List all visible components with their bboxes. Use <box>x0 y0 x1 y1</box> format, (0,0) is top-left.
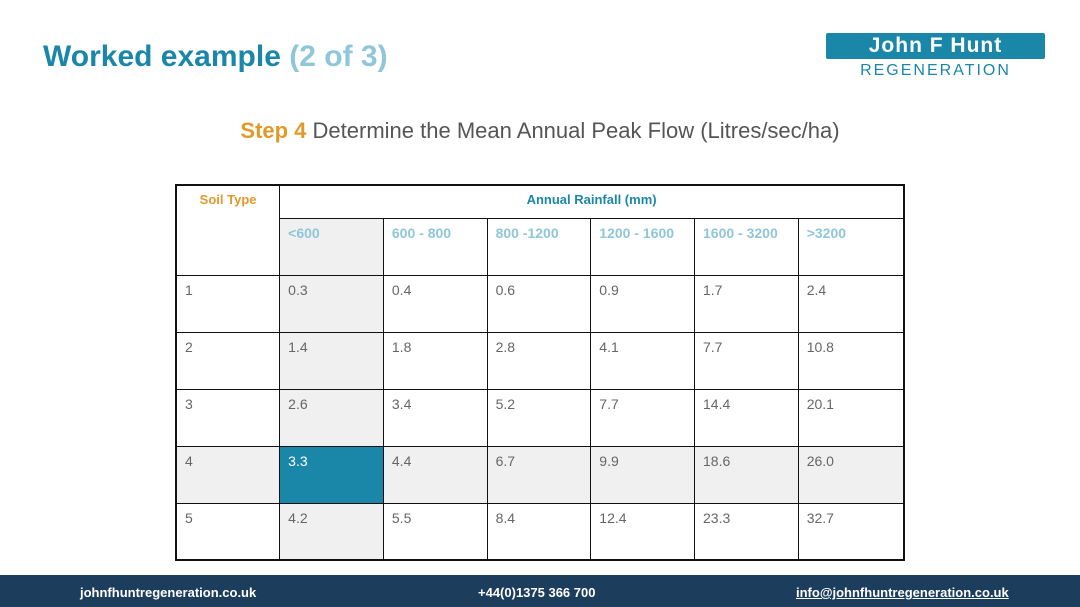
soil-type-cell: 3 <box>175 388 281 447</box>
value-cell: 20.1 <box>797 388 905 447</box>
value-cell: 9.9 <box>590 445 695 504</box>
rainfall-band: 1600 - 3200 <box>694 217 799 276</box>
rainfall-band: 800 -1200 <box>486 217 592 276</box>
value-cell: 4.1 <box>590 331 695 390</box>
value-cell: 2.6 <box>279 388 384 447</box>
table-row: 2 1.4 1.8 2.8 4.1 7.7 10.8 <box>175 331 905 390</box>
value-cell: 26.0 <box>797 445 905 504</box>
value-cell: 1.8 <box>382 331 488 390</box>
value-cell: 7.7 <box>694 331 799 390</box>
value-cell: 6.7 <box>486 445 592 504</box>
step-heading: Step 4 Determine the Mean Annual Peak Fl… <box>0 118 1080 144</box>
value-cell: 14.4 <box>694 388 799 447</box>
footer-website[interactable]: johnfhuntregeneration.co.uk <box>80 585 257 600</box>
table-row: 3 2.6 3.4 5.2 7.7 14.4 20.1 <box>175 388 905 447</box>
rainfall-band: 600 - 800 <box>382 217 488 276</box>
logo-tagline: REGENERATION <box>860 62 1011 79</box>
rainfall-band: 1200 - 1600 <box>590 217 695 276</box>
step-label: Step 4 <box>240 118 307 143</box>
value-cell: 18.6 <box>694 445 799 504</box>
slide-title-sub: (2 of 3) <box>289 40 388 73</box>
footer-bar: johnfhuntregeneration.co.uk +44(0)1375 3… <box>0 575 1080 607</box>
soil-type-cell: 1 <box>175 274 281 333</box>
value-cell: 10.8 <box>797 331 905 390</box>
value-cell: 4.2 <box>279 502 384 561</box>
soil-type-header: Soil Type <box>175 184 281 276</box>
peak-flow-table: Soil Type Annual Rainfall (mm) <600 600 … <box>175 184 905 561</box>
value-cell: 5.5 <box>382 502 488 561</box>
value-cell: 0.3 <box>279 274 384 333</box>
value-cell: 2.4 <box>797 274 905 333</box>
slide-title: Worked example (2 of 3) <box>43 40 388 74</box>
table-row-highlighted: 4 3.3 4.4 6.7 9.9 18.6 26.0 <box>175 445 905 504</box>
table-row: 1 0.3 0.4 0.6 0.9 1.7 2.4 <box>175 274 905 333</box>
value-cell: 4.4 <box>382 445 488 504</box>
value-cell: 12.4 <box>590 502 695 561</box>
value-cell: 32.7 <box>797 502 905 561</box>
table-row: 5 4.2 5.5 8.4 12.4 23.3 32.7 <box>175 502 905 561</box>
value-cell: 8.4 <box>486 502 592 561</box>
rainfall-band: >3200 <box>797 217 905 276</box>
soil-type-cell: 5 <box>175 502 281 561</box>
value-cell: 3.4 <box>382 388 488 447</box>
selected-value-cell: 3.3 <box>279 445 384 504</box>
company-logo: John F Hunt REGENERATION <box>826 33 1045 83</box>
value-cell: 7.7 <box>590 388 695 447</box>
footer-phone: +44(0)1375 366 700 <box>478 585 596 600</box>
value-cell: 1.7 <box>694 274 799 333</box>
annual-rainfall-header: Annual Rainfall (mm) <box>279 184 905 219</box>
value-cell: 0.6 <box>486 274 592 333</box>
value-cell: 0.4 <box>382 274 488 333</box>
logo-name: John F Hunt <box>826 33 1045 59</box>
value-cell: 2.8 <box>486 331 592 390</box>
soil-type-cell: 2 <box>175 331 281 390</box>
value-cell: 5.2 <box>486 388 592 447</box>
soil-type-cell: 4 <box>175 445 281 504</box>
value-cell: 0.9 <box>590 274 695 333</box>
value-cell: 1.4 <box>279 331 384 390</box>
value-cell: 23.3 <box>694 502 799 561</box>
footer-email-link[interactable]: info@johnfhuntregeneration.co.uk <box>796 585 1009 600</box>
rainfall-band: <600 <box>279 217 384 276</box>
step-text: Determine the Mean Annual Peak Flow (Lit… <box>312 118 840 143</box>
slide-title-main: Worked example <box>43 40 281 73</box>
